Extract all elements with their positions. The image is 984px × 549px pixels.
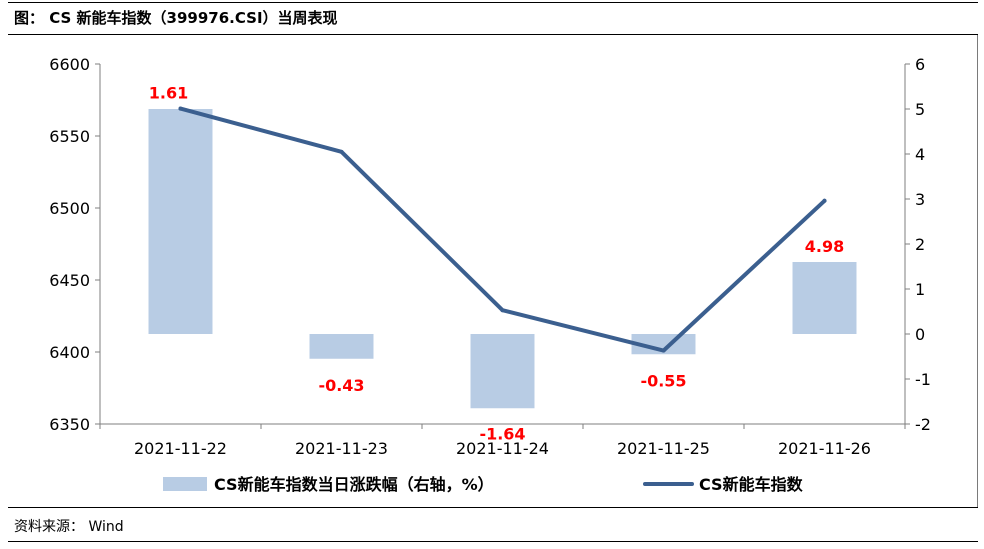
left-tick-label: 6550 [49, 127, 90, 146]
left-tick-label: 6600 [49, 55, 90, 74]
frame-title-rule [8, 34, 978, 35]
x-tick-label: 2021-11-26 [778, 439, 871, 458]
left-tick-label: 6400 [49, 343, 90, 362]
legend-bar-swatch [163, 477, 207, 491]
left-tick-label: 6450 [49, 271, 90, 290]
right-tick-label: 2 [915, 235, 925, 254]
data-label: -0.55 [640, 371, 686, 390]
right-tick-label: 3 [915, 190, 925, 209]
right-tick-label: 5 [915, 100, 925, 119]
right-tick-label: 0 [915, 325, 925, 344]
right-tick-label: -1 [915, 370, 931, 389]
data-label: -1.64 [479, 424, 525, 443]
bar-daily-change [309, 334, 374, 359]
data-label: 4.98 [805, 237, 844, 256]
bar-daily-change [631, 334, 696, 355]
left-tick-label: 6350 [49, 415, 90, 434]
chart-title: 图： CS 新能车指数（399976.CSI）当周表现 [14, 9, 338, 27]
frame-source-rule [8, 507, 978, 508]
bar-daily-change [470, 334, 535, 409]
line-point [822, 198, 827, 203]
line-point [339, 149, 344, 154]
source-note: 资料来源： Wind [14, 519, 124, 535]
x-tick-label: 2021-11-22 [134, 439, 227, 458]
frame-right-edge [977, 35, 978, 507]
x-tick-label: 2021-11-24 [456, 439, 549, 458]
right-tick-label: 6 [915, 55, 925, 74]
left-tick-label: 6500 [49, 199, 90, 218]
right-tick-label: 4 [915, 145, 925, 164]
bar-daily-change [792, 262, 857, 334]
line-point [178, 106, 183, 111]
right-tick-label: -2 [915, 415, 931, 434]
right-tick-label: 1 [915, 280, 925, 299]
line-point [661, 348, 666, 353]
data-label: -0.43 [318, 376, 364, 395]
frame-top-line [8, 2, 978, 3]
legend-line-label: CS新能车指数 [699, 475, 804, 494]
bar-daily-change [148, 109, 213, 334]
x-tick-label: 2021-11-25 [617, 439, 710, 458]
line-index-series [178, 106, 827, 353]
x-tick-label: 2021-11-23 [295, 439, 388, 458]
legend-bar-label: CS新能车指数当日涨跌幅（右轴，%） [214, 475, 494, 494]
frame-bottom-line [8, 541, 978, 542]
line-point [500, 308, 505, 313]
data-label: 1.61 [149, 84, 188, 103]
